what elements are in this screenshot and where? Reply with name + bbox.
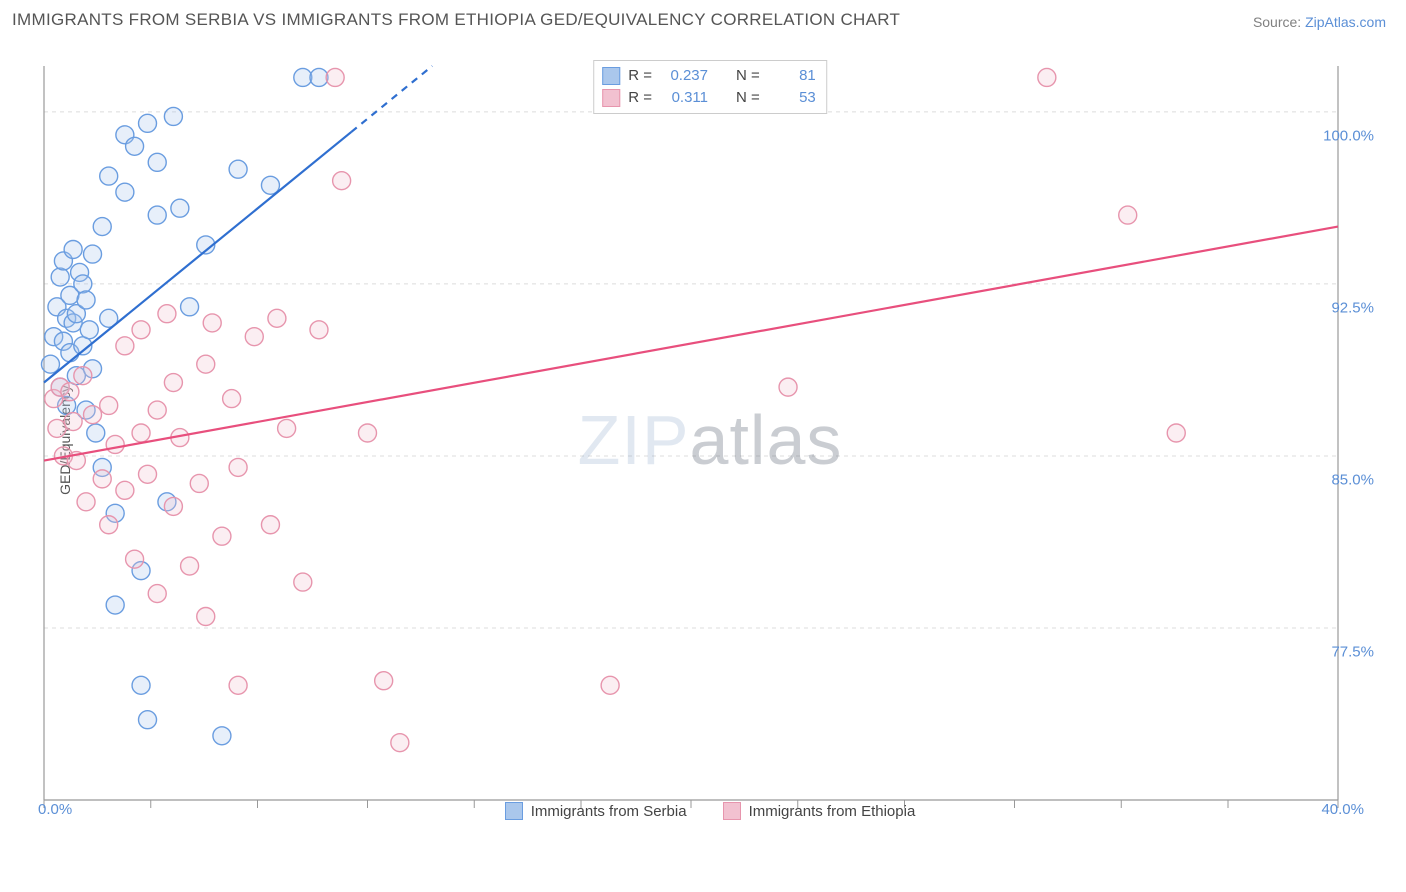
y-tick-label: 85.0%	[1331, 471, 1374, 488]
y-tick-label: 100.0%	[1323, 127, 1374, 144]
series-legend: Immigrants from Serbia Immigrants from E…	[38, 802, 1382, 820]
r-value-serbia: 0.237	[660, 65, 708, 87]
correlation-row-ethiopia: R = 0.311 N = 53	[602, 87, 816, 109]
source-label: Source:	[1253, 14, 1301, 30]
correlation-row-serbia: R = 0.237 N = 81	[602, 65, 816, 87]
legend-label-serbia: Immigrants from Serbia	[531, 803, 687, 820]
swatch-serbia-icon	[505, 802, 523, 820]
n-label: N =	[736, 65, 760, 87]
r-value-ethiopia: 0.311	[660, 87, 708, 109]
swatch-ethiopia-icon	[723, 802, 741, 820]
n-value-serbia: 81	[768, 65, 816, 87]
legend-item-serbia: Immigrants from Serbia	[505, 802, 687, 820]
r-label: R =	[628, 87, 652, 109]
source-attribution: Source: ZipAtlas.com	[1253, 14, 1386, 30]
title-bar: IMMIGRANTS FROM SERBIA VS IMMIGRANTS FRO…	[0, 0, 1406, 34]
n-value-ethiopia: 53	[768, 87, 816, 109]
swatch-ethiopia	[602, 89, 620, 107]
n-label: N =	[736, 87, 760, 109]
correlation-legend: R = 0.237 N = 81 R = 0.311 N = 53	[593, 60, 827, 114]
r-label: R =	[628, 65, 652, 87]
chart-title: IMMIGRANTS FROM SERBIA VS IMMIGRANTS FRO…	[12, 10, 900, 30]
source-link[interactable]: ZipAtlas.com	[1305, 14, 1386, 30]
legend-label-ethiopia: Immigrants from Ethiopia	[749, 803, 916, 820]
y-tick-label: 77.5%	[1331, 643, 1374, 660]
y-tick-label: 92.5%	[1331, 299, 1374, 316]
scatter-chart	[38, 60, 1382, 820]
legend-item-ethiopia: Immigrants from Ethiopia	[723, 802, 916, 820]
chart-container: GED/Equivalency ZIPatlas R = 0.237 N = 8…	[38, 60, 1382, 820]
swatch-serbia	[602, 67, 620, 85]
